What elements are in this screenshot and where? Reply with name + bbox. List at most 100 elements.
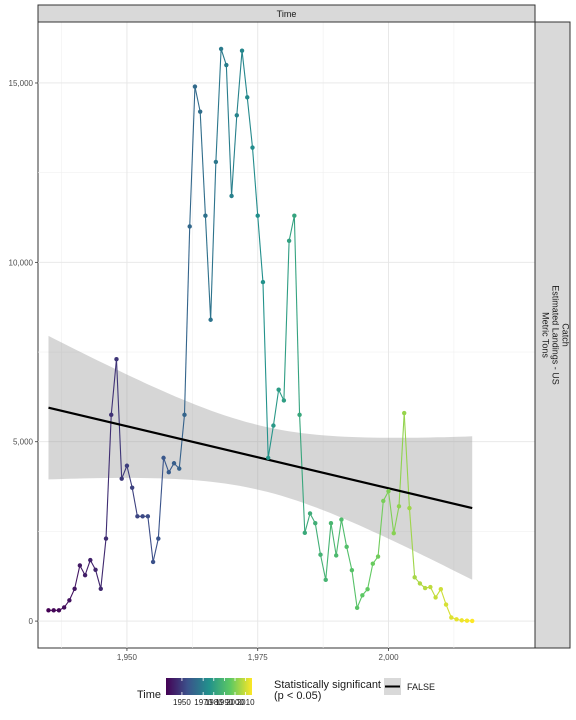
data-point: [119, 476, 124, 481]
data-point: [464, 618, 470, 623]
data-point: [135, 514, 140, 519]
data-point: [407, 505, 412, 511]
facet-label-right-line3: Metric Tons: [541, 312, 551, 358]
series-segment: [220, 48, 227, 66]
series-segment: [152, 538, 159, 563]
series-segment: [314, 523, 322, 555]
data-point: [51, 608, 56, 613]
data-point: [334, 553, 339, 558]
data-point: [245, 95, 250, 100]
series-segment: [163, 457, 170, 473]
data-point: [459, 618, 464, 623]
series-segment: [393, 506, 400, 534]
y-axis: 0 5,000 10,000 15,000: [9, 79, 38, 626]
data-point: [438, 586, 444, 592]
data-point: [292, 213, 297, 218]
data-point: [396, 504, 402, 509]
series-segment: [319, 554, 327, 580]
legend-sig-label: FALSE: [407, 682, 435, 692]
series-segment: [225, 65, 233, 197]
data-point: [443, 602, 449, 607]
series-segment: [105, 414, 112, 539]
data-point: [328, 520, 334, 526]
trend-fit-line: [48, 406, 473, 510]
data-point: [103, 536, 109, 541]
legend-sig-title-line2: (p < 0.05): [274, 690, 321, 702]
data-point: [297, 412, 302, 418]
colorbar-tick-label: 1970: [194, 698, 212, 707]
data-point: [61, 605, 67, 610]
data-point: [229, 193, 234, 199]
data-point: [255, 213, 260, 218]
series-segment: [293, 215, 301, 415]
data-point: [281, 398, 287, 403]
x-tick-label: 1,950: [117, 653, 138, 662]
facet-label-top: Time: [277, 9, 297, 19]
facet-label-right-line2: Estimated Landings - US: [551, 285, 561, 385]
data-point: [428, 584, 433, 590]
y-tick-label: 15,000: [9, 79, 34, 88]
data-point: [114, 357, 119, 362]
series-segment: [126, 465, 133, 488]
x-tick-label: 2,000: [379, 653, 400, 662]
data-point: [386, 489, 391, 494]
data-point: [218, 46, 224, 52]
series-segment: [387, 491, 395, 534]
series-segment: [189, 86, 196, 227]
data-point: [313, 520, 318, 526]
series-segment: [199, 111, 206, 216]
data-point: [354, 605, 360, 611]
series-segment: [204, 215, 212, 320]
legend-sig-title-line1: Statistically significant: [274, 679, 381, 691]
series-segment: [178, 414, 186, 469]
series-segment: [257, 215, 264, 283]
facet-strip-top: [37, 4, 536, 23]
series-segment: [335, 519, 342, 556]
series-line: [48, 48, 473, 622]
series-segment: [215, 48, 222, 162]
series-segment: [272, 389, 280, 426]
data-point: [449, 615, 454, 620]
data-point: [318, 552, 323, 557]
data-point: [302, 530, 308, 536]
data-point: [470, 618, 475, 624]
series-segment: [121, 465, 128, 479]
data-point: [250, 145, 255, 150]
series-segment: [157, 457, 165, 539]
data-point: [433, 595, 438, 600]
y-tick-label: 5,000: [13, 438, 34, 447]
data-point: [224, 62, 229, 68]
data-point: [171, 461, 177, 466]
data-point: [197, 109, 203, 114]
series-segment: [84, 559, 91, 576]
x-axis: 1,950 1,975 2,000: [117, 648, 399, 662]
series-segment: [325, 523, 332, 580]
series-segment: [283, 240, 290, 401]
y-tick-label: 0: [29, 617, 34, 626]
facet-label-right-group: Catch Estimated Landings - US Metric Ton…: [541, 285, 571, 385]
series-segment: [445, 604, 452, 618]
data-point: [109, 412, 114, 418]
series-segment: [304, 513, 311, 533]
data-point: [412, 575, 417, 580]
data-point: [82, 572, 88, 578]
trend-line: [48, 406, 473, 510]
series-segment: [241, 50, 248, 98]
data-point: [72, 586, 77, 592]
series-segment: [356, 595, 363, 609]
colorbar-tick-label: 1950: [173, 698, 191, 707]
colorbar-tick-label: 2000: [226, 698, 244, 707]
data-point: [150, 559, 156, 565]
data-point: [286, 238, 292, 244]
data-point: [182, 412, 187, 418]
series-segment: [351, 570, 358, 608]
data-point: [192, 84, 198, 89]
series-segment: [147, 516, 154, 562]
series-segment: [110, 359, 118, 415]
data-point: [124, 463, 130, 468]
data-point: [323, 577, 328, 583]
data-point: [349, 567, 355, 573]
series-segment: [131, 487, 138, 517]
